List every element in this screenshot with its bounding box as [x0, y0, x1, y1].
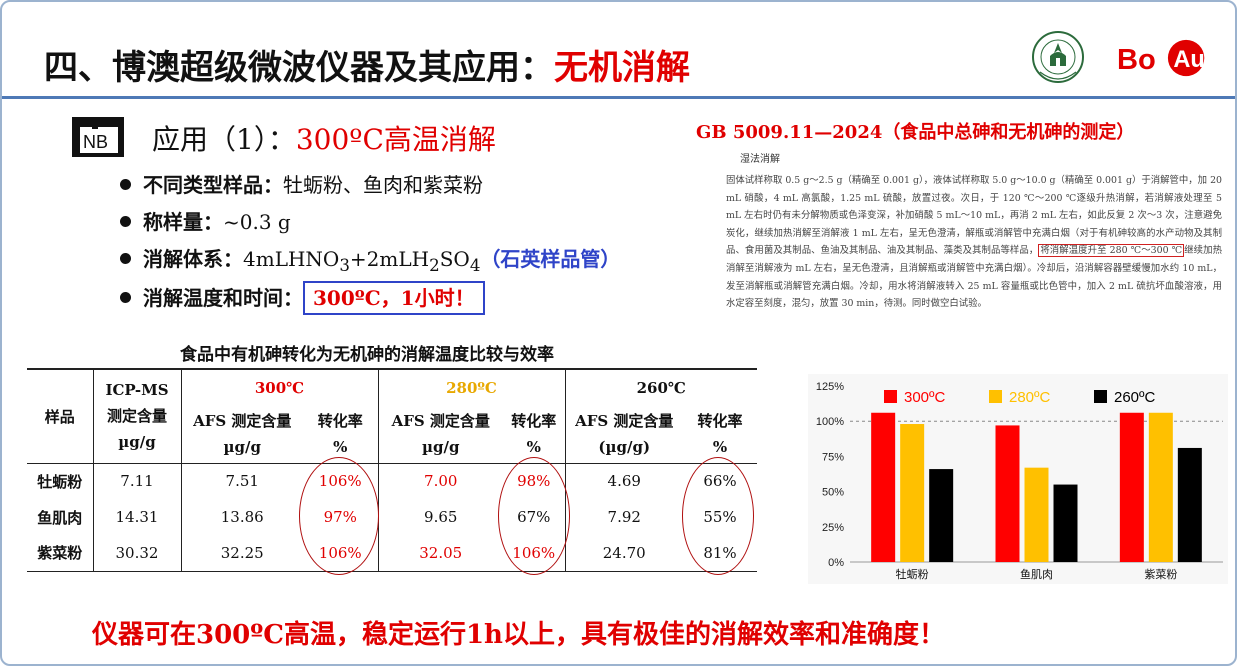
- bullet-label: 称样量：: [143, 210, 223, 234]
- legend-label: 260ºC: [1114, 389, 1156, 406]
- bullet-list: 不同类型样品：牡蛎粉、鱼肉和紫菜粉 称样量：~0.3 g 消解体系：4mLHNO…: [120, 170, 620, 318]
- bullet-note: （石英样品管）: [480, 247, 621, 271]
- legend-label: 300ºC: [904, 389, 946, 406]
- bullet-label: 消解体系：: [143, 247, 243, 271]
- y-tick-label: 100%: [816, 416, 844, 428]
- bullet-dot: [120, 253, 131, 264]
- y-tick-label: 25%: [822, 522, 844, 534]
- results-table: 样品 ICP-MS 测定含量 µg/g 300℃ 280ºC 260℃ AFS 测定…: [27, 368, 757, 572]
- formula: 4mLHNO3+2mLH2SO4: [243, 247, 481, 275]
- x-tick-label: 牡蛎粉: [896, 567, 929, 581]
- bar-0-1: [900, 424, 925, 562]
- highlight-ellipse-300: [299, 457, 379, 575]
- conclusion-text: 仪器可在300ºC高温，稳定运行1h以上，具有极佳的消解效率和准确度！: [92, 620, 945, 650]
- standard-highlight: 将消解温度升至 280 ℃～300 ℃: [1038, 244, 1185, 258]
- header-rate: 转化率%: [503, 405, 566, 464]
- page-title-main: 四、博澳超级微波仪器及其应用：: [44, 48, 554, 88]
- bullet-dot: [120, 179, 131, 190]
- conversion-rate-chart: 0% 25% 50% 75% 100% 125% 牡蛎粉 鱼肌肉 紫菜粉 300ºC 280ºC 26…: [808, 374, 1228, 584]
- cell-icp: 14.31: [93, 499, 182, 535]
- list-item: 消解体系：4mLHNO3+2mLH2SO4（石英样品管）: [120, 244, 620, 281]
- header-afs: AFS 测定含量 (µg/g): [565, 405, 683, 464]
- list-item: 称样量：~0.3 g: [120, 207, 620, 244]
- cell-afs: 32.25: [181, 535, 303, 572]
- bar-1-2: [1053, 484, 1078, 562]
- application-title: 应用（1）：300ºC高温消解: [152, 118, 496, 158]
- svg-text:Bo: Bo: [1117, 44, 1156, 76]
- header-afs: AFS 测定含量 µg/g: [378, 405, 503, 464]
- header-rate: 转化率%: [303, 405, 379, 464]
- cell-sample: 牡蛎粉: [27, 463, 94, 499]
- table-row: 牡蛎粉 7.11 7.51 106% 7.00 98% 4.69 66%: [27, 463, 757, 499]
- cell-afs: 13.86: [220, 508, 264, 526]
- notebook-icon: NB: [72, 117, 124, 157]
- y-tick-label: 125%: [816, 381, 844, 393]
- table-row: 紫菜粉 30.32 32.25 106% 32.05 106% 24.70 81…: [27, 535, 757, 572]
- standard-body: 固体试样称取 0.5 g～2.5 g（精确至 0.001 g），液体试样称取 5…: [726, 172, 1222, 313]
- header-temp-300: 300℃: [181, 369, 379, 405]
- standard-heading: 湿法消解: [740, 154, 780, 165]
- list-item: 消解温度和时间： 300ºC，1小时！: [120, 281, 620, 318]
- bar-2-2: [1177, 447, 1202, 562]
- header-icp: ICP-MS 测定含量 µg/g: [93, 369, 182, 464]
- bar-2-0: [1119, 412, 1144, 562]
- header-sample: 样品: [27, 369, 94, 464]
- cell-afs: 7.00: [424, 472, 458, 491]
- application-label: 应用（1）：: [152, 123, 296, 156]
- header-rate: 转化率%: [683, 405, 757, 464]
- highlight-ellipse-260: [682, 457, 754, 575]
- sysu-logo: [1032, 31, 1084, 83]
- header-temp-260: 260℃: [636, 378, 686, 397]
- header-divider: [2, 96, 1235, 99]
- page-title-accent: 无机消解: [554, 48, 690, 88]
- bullet-dot: [120, 292, 131, 303]
- bullet-value: 牡蛎粉、鱼肉和紫菜粉: [283, 173, 483, 197]
- y-tick-label: 0%: [828, 557, 844, 569]
- legend-label: 280ºC: [1009, 389, 1051, 406]
- header-temp-280: 280ºC: [378, 369, 566, 405]
- y-tick-label: 50%: [822, 487, 844, 499]
- list-item: 不同类型样品：牡蛎粉、鱼肉和紫菜粉: [120, 170, 620, 207]
- page-title: 四、博澳超级微波仪器及其应用：无机消解: [44, 40, 690, 89]
- bar-0-0: [871, 412, 896, 562]
- cell-afs: 7.51: [225, 472, 259, 491]
- bullet-label: 消解温度和时间：: [143, 286, 303, 310]
- table-title: 食品中有机砷转化为无机砷的消解温度比较与效率: [180, 345, 554, 365]
- highlight-box: 300ºC，1小时！: [303, 281, 485, 315]
- standard-body-text: 固体试样称取 0.5 g～2.5 g（精确至 0.001 g），液体试样称取 5…: [726, 175, 1222, 257]
- y-tick-label: 75%: [822, 451, 844, 463]
- cell-afs: 7.92: [607, 508, 641, 526]
- cell-afs: 4.69: [607, 472, 641, 491]
- bullet-dot: [120, 216, 131, 227]
- x-tick-label: 紫菜粉: [1144, 568, 1177, 581]
- cell-afs: 9.65: [424, 508, 458, 526]
- table-row: 鱼肌肉 14.31 13.86 97% 9.65 67% 7.92 55%: [27, 499, 757, 535]
- svg-text:Au: Au: [1173, 47, 1205, 73]
- legend-swatch: [989, 390, 1002, 403]
- legend-swatch: [884, 390, 897, 403]
- cell-icp: 7.11: [93, 463, 182, 499]
- highlight-ellipse-280: [498, 457, 570, 575]
- application-heading: 300ºC高温消解: [295, 123, 496, 156]
- x-tick-label: 鱼肌肉: [1020, 567, 1053, 581]
- bar-2-1: [1148, 412, 1173, 562]
- cell-icp: 30.32: [93, 535, 182, 572]
- bar-1-1: [1024, 467, 1049, 562]
- bar-0-2: [929, 469, 954, 562]
- standard-title: GB 5009.11—2024（食品中总砷和无机砷的测定）: [696, 122, 1135, 143]
- notebook-icon-text: NB: [83, 132, 108, 152]
- standard-body-text: 继续加热消解至消解液为 mL 左右，呈无色澄清，且消解瓶或消解管中充满白烟）。冷…: [726, 245, 1222, 310]
- bullet-label: 不同类型样品：: [143, 173, 283, 197]
- bullet-value: ~0.3 g: [223, 210, 291, 234]
- boau-logo: Bo Au: [1117, 39, 1205, 77]
- cell-afs: 32.05: [378, 535, 503, 572]
- legend-swatch: [1094, 390, 1107, 403]
- header-afs: AFS 测定含量 µg/g: [181, 405, 303, 464]
- cell-sample: 紫菜粉: [27, 535, 94, 572]
- bar-1-0: [995, 425, 1020, 562]
- cell-sample: 鱼肌肉: [27, 499, 94, 535]
- cell-afs: 24.70: [565, 535, 683, 572]
